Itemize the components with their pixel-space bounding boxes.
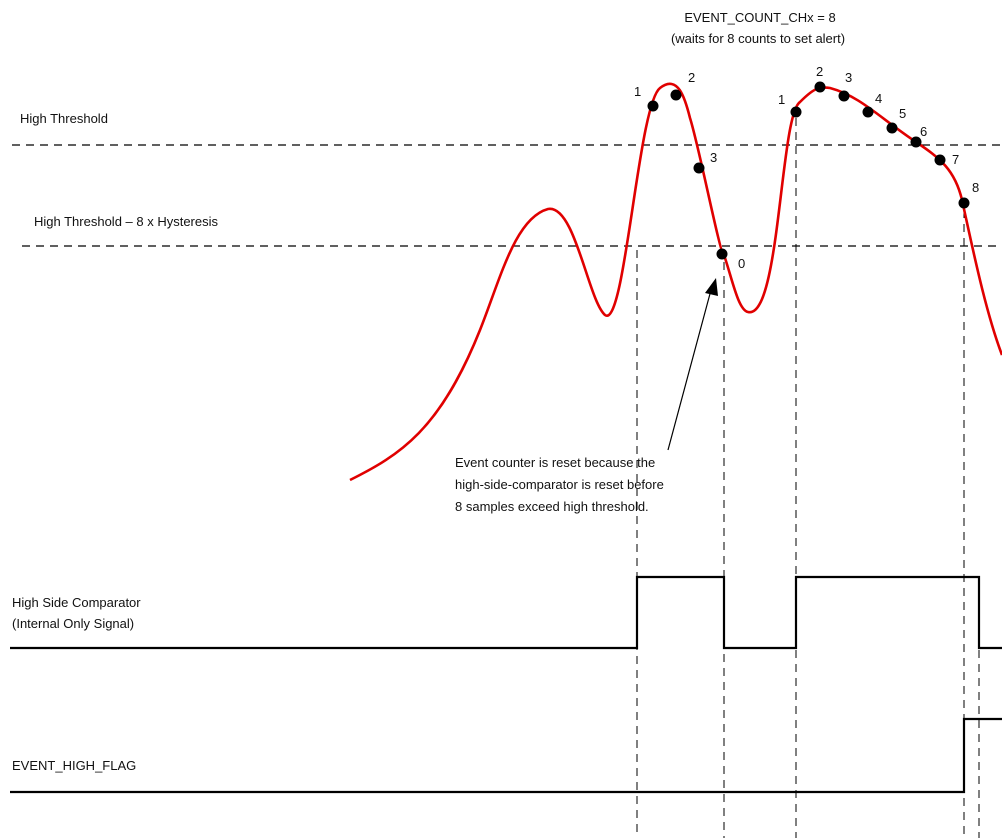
count-label-second-5: 5 [899,106,906,121]
annotation-line-3: 8 samples exceed high threshold. [455,499,649,514]
sample-dot-second-4 [862,106,874,118]
sample-dot-second-1 [790,106,802,118]
count-label-second-6: 6 [920,124,927,139]
count-label-first-0: 0 [738,256,745,271]
sample-dot-first-0 [716,248,728,260]
count-label-second-8: 8 [972,180,979,195]
annotation-arrow-head [705,278,718,296]
comparator-label-line1: High Side Comparator [12,595,141,610]
sample-dot-first-1 [647,100,659,112]
count-label-first-2: 2 [688,70,695,85]
sample-dot-second-6 [910,136,922,148]
count-label-second-1: 1 [778,92,785,107]
sample-dot-second-7 [934,154,946,166]
count-label-second-4: 4 [875,91,882,106]
sample-dot-second-8 [958,197,970,209]
analog-waveform [349,82,1002,482]
event-high-flag-signal [10,717,1002,794]
annotation-arrow-line [667,289,712,451]
high-threshold-hysteresis-label: High Threshold – 8 x Hysteresis [34,214,219,229]
count-label-second-7: 7 [952,152,959,167]
high-threshold-label: High Threshold [20,111,108,126]
count-label-first-1: 1 [634,84,641,99]
comparator-label-line2: (Internal Only Signal) [12,616,134,631]
sample-dot-first-3 [693,162,705,174]
comparator-signal [10,575,1002,650]
annotation-line-1: Event counter is reset because the [455,455,655,470]
event-high-flag-label: EVENT_HIGH_FLAG [12,758,136,773]
sample-dot-first-2 [670,89,682,101]
sample-dot-second-2 [814,81,826,93]
event-count-note: (waits for 8 counts to set alert) [671,31,845,46]
count-label-second-3: 3 [845,70,852,85]
event-count-setting: EVENT_COUNT_CHx = 8 [684,10,835,25]
sample-dot-second-3 [838,90,850,102]
count-label-second-2: 2 [816,64,823,79]
count-label-first-3: 3 [710,150,717,165]
sample-dot-second-5 [886,122,898,134]
annotation-line-2: high-side-comparator is reset before [455,477,664,492]
